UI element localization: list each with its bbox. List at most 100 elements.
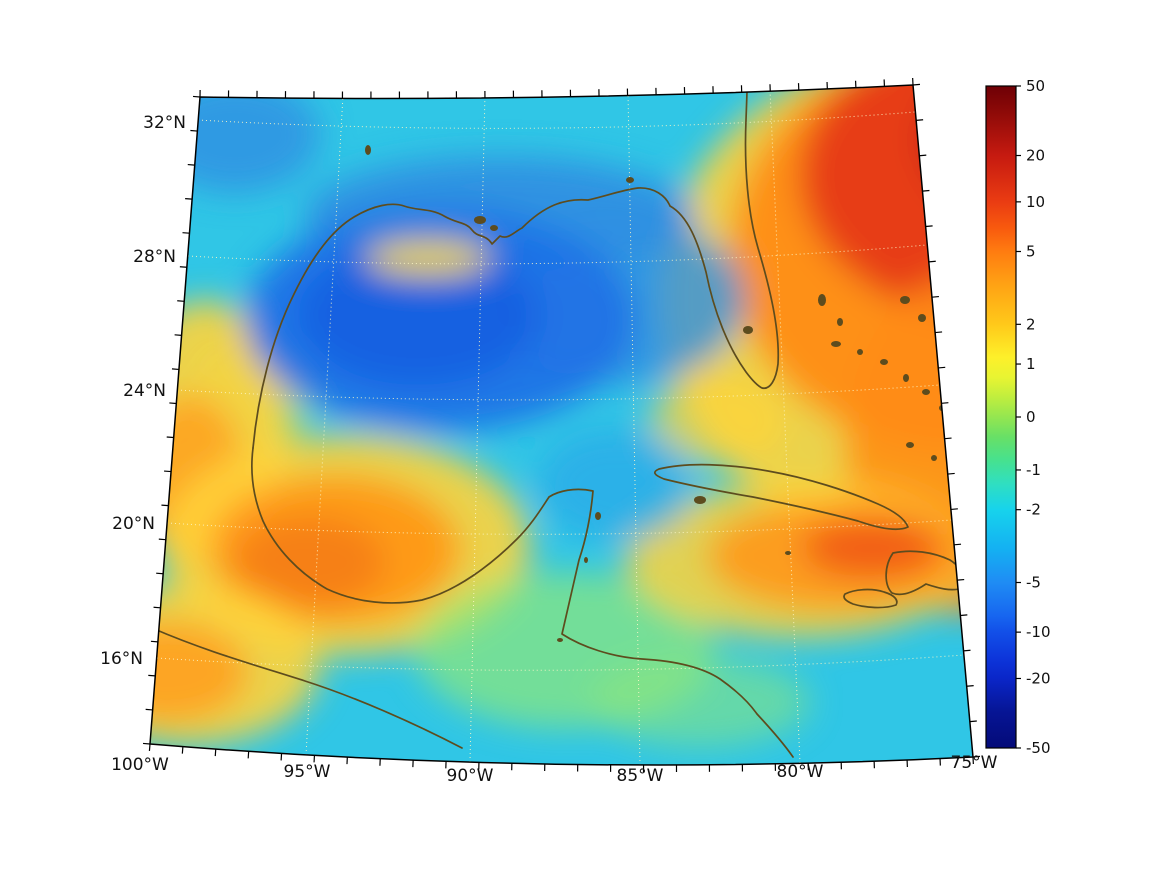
coastline (252, 91, 780, 449)
island-speck (818, 294, 826, 306)
axis-tick (928, 260, 936, 263)
axis-tick (916, 119, 924, 121)
field-blob (150, 622, 248, 722)
colorbar-tick-label: -2 (1026, 501, 1041, 519)
island-speck (694, 496, 706, 504)
colorbar-tick-label: 1 (1026, 355, 1036, 373)
island-speck (365, 145, 371, 155)
island-speck (857, 349, 863, 355)
field-blob (150, 85, 320, 193)
island-speck (906, 442, 914, 448)
axis-tick (148, 743, 151, 752)
lon-tick-label: 95°W (284, 762, 331, 782)
island-speck (880, 359, 888, 365)
island-speck (931, 455, 937, 461)
lat-tick-label: 16°N (100, 649, 143, 669)
graticule-line (166, 519, 953, 535)
lon-axis-labels: 100°W 95°W 90°W 85°W 80°W 75°W (111, 753, 998, 786)
graticule-line (769, 89, 801, 764)
axis-tick (174, 334, 182, 336)
colorbar-tick-label: 20 (1026, 147, 1045, 165)
island-speck (918, 314, 926, 322)
colorbar-tick-label: -10 (1026, 623, 1051, 641)
axis-tick (166, 436, 174, 439)
axis-tick (935, 331, 943, 334)
axis-tick (960, 614, 968, 617)
colorbar-tick-label: -50 (1026, 739, 1051, 757)
axis-tick (177, 300, 185, 302)
axis-tick (164, 470, 172, 473)
axis-tick (142, 742, 151, 745)
axis-tick (182, 232, 190, 234)
field-blob (800, 85, 973, 325)
coastlines (151, 91, 965, 758)
axis-tick (148, 674, 156, 677)
axis-tick (150, 640, 158, 643)
axis-tick (919, 154, 927, 157)
colorbar-tick-label: -5 (1026, 574, 1041, 592)
lon-tick-label: 80°W (777, 762, 824, 782)
axis-tick (941, 402, 949, 404)
axis-tick (153, 606, 161, 609)
axis-tick (922, 189, 930, 192)
island-speck (837, 318, 843, 326)
lat-tick-label: 20°N (112, 514, 155, 534)
lat-axis-labels: 32°N 28°N 24°N 20°N 16°N (100, 113, 186, 669)
axis-tick (950, 508, 958, 511)
coastline (885, 550, 965, 596)
lon-tick-label: 85°W (617, 766, 664, 786)
axis-tick (171, 368, 179, 371)
lon-tick-label: 100°W (111, 755, 169, 775)
field-blob (235, 517, 385, 607)
axis-tick (156, 572, 164, 575)
axis-tick (145, 708, 153, 711)
axis-tick (963, 649, 971, 652)
field-blob (298, 245, 538, 385)
axis-tick (192, 95, 201, 98)
coastline (251, 447, 794, 758)
field-blob (590, 657, 810, 747)
axis-tick (969, 720, 977, 723)
axis-ticks (142, 77, 981, 773)
axis-tick (181, 746, 184, 754)
field-blob (366, 241, 490, 275)
lat-tick-label: 28°N (133, 247, 176, 267)
axis-tick (169, 402, 177, 405)
coastline (654, 463, 909, 531)
island-speck (831, 341, 841, 347)
field-blob (537, 429, 693, 541)
lon-tick-label: 90°W (447, 766, 494, 786)
island-speck (584, 557, 588, 563)
axis-tick (931, 295, 939, 298)
colorbar-tick-label: 0 (1026, 408, 1036, 426)
axis-tick (947, 472, 955, 475)
island-speck (626, 177, 634, 183)
field-blob (650, 374, 786, 466)
colorbar-tick-label: 5 (1026, 243, 1036, 261)
axis-tick (187, 163, 195, 166)
axis-tick (158, 538, 166, 541)
lon-tick-label: 75°W (951, 753, 998, 773)
axis-tick (161, 504, 169, 507)
island-speck (785, 551, 791, 555)
colorbar (985, 85, 1017, 749)
colorbar-tick-label: 50 (1026, 77, 1045, 95)
axis-tick (214, 749, 217, 757)
axis-tick (179, 266, 187, 268)
axis-tick (912, 83, 921, 86)
map-frame (149, 84, 974, 766)
island-speck (474, 216, 486, 224)
map-area (150, 85, 973, 766)
axis-tick (972, 755, 981, 758)
colorbar-tick-label: 2 (1026, 315, 1036, 333)
island-speck (595, 512, 601, 520)
coastline (843, 588, 898, 609)
axis-tick (966, 685, 974, 687)
graticule (156, 89, 965, 766)
axis-tick (190, 129, 198, 132)
island-speck (490, 225, 498, 231)
graticule-line (176, 384, 941, 401)
